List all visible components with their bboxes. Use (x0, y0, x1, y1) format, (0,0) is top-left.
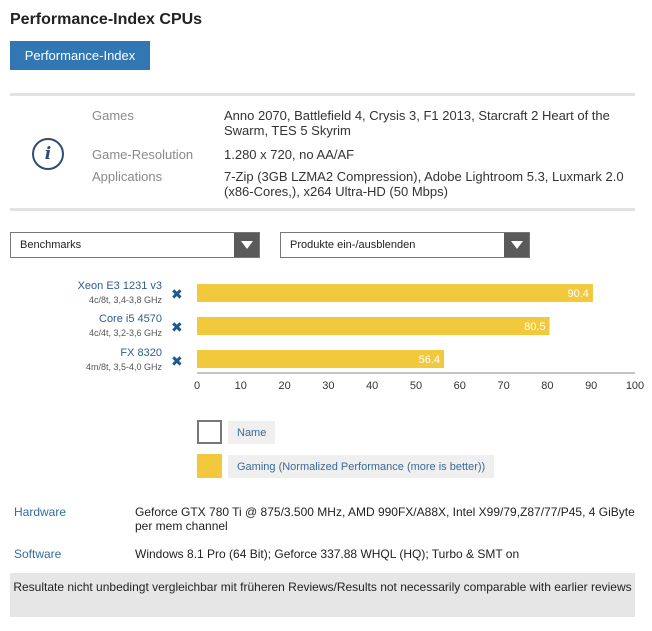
cpu-name-core-i5: Core i5 4570 (99, 313, 162, 325)
cpu-name-fx: FX 8320 (120, 347, 162, 359)
legend-swatch-gaming[interactable] (197, 454, 222, 478)
legend-label-gaming[interactable]: Gaming (Normalized Performance (more is … (228, 455, 495, 478)
x-tick-label-80: 80 (541, 380, 553, 392)
info-label-games: Games (92, 108, 134, 123)
page-title: Performance-Index CPUs (10, 11, 203, 28)
chevron-down-icon[interactable] (504, 233, 529, 257)
hardware-value: Geforce GTX 780 Ti @ 875/3.500 MHz, AMD … (135, 505, 635, 533)
bar-value-label-2: 56.4 (419, 354, 440, 366)
remove-fx-icon[interactable]: ✖ (171, 353, 183, 369)
x-tick-label-70: 70 (497, 380, 509, 392)
cpu-spec-fx: 4m/8t, 3,5-4,0 GHz (85, 362, 162, 372)
remove-xeon-icon[interactable]: ✖ (171, 286, 183, 302)
info-icon: i (32, 138, 64, 170)
cpu-spec-core-i5: 4c/4t, 3,2-3,6 GHz (88, 328, 162, 338)
software-value: Windows 8.1 Pro (64 Bit); Geforce 337.88… (135, 547, 520, 561)
bar-0 (197, 284, 593, 302)
bar-value-label-0: 90.4 (568, 288, 589, 300)
products-dropdown[interactable]: Produkte ein-/ausblenden (280, 232, 530, 258)
legend-swatch-name[interactable] (197, 420, 222, 444)
x-tick-label-100: 100 (626, 380, 644, 392)
cpu-spec-xeon: 4c/8t, 3,4-3,8 GHz (88, 295, 162, 305)
legend-label-name[interactable]: Name (228, 421, 276, 444)
info-value-games: Anno 2070, Battlefield 4, Crysis 3, F1 2… (224, 108, 610, 138)
remove-core-i5-icon[interactable]: ✖ (171, 319, 183, 335)
x-tick-label-10: 10 (235, 380, 247, 392)
bar-chart: 90.4 80.5 56.4 0 10 20 30 40 50 60 70 80 90 100 (194, 284, 644, 392)
chart-area: Xeon E3 1231 v3 4c/8t, 3,4-3,8 GHz Core … (0, 270, 652, 400)
benchmarks-dropdown[interactable]: Benchmarks (10, 232, 260, 258)
info-label-applications: Applications (92, 169, 163, 184)
x-tick-label-60: 60 (454, 380, 466, 392)
x-tick-label-0: 0 (194, 380, 200, 392)
performance-index-tab[interactable]: Performance-Index (10, 41, 150, 70)
bar-2 (197, 350, 445, 368)
info-value-resolution: 1.280 x 720, no AA/AF (224, 147, 355, 162)
x-tick-label-40: 40 (366, 380, 378, 392)
cpu-name-xeon: Xeon E3 1231 v3 (77, 280, 162, 292)
info-box: i Games Anno 2070, Battlefield 4, Crysis… (10, 93, 635, 211)
products-dropdown-label: Produkte ein-/ausblenden (290, 239, 416, 251)
x-tick-label-50: 50 (410, 380, 422, 392)
x-tick-label-30: 30 (322, 380, 334, 392)
x-tick-label-20: 20 (278, 380, 290, 392)
x-tick-label-90: 90 (585, 380, 597, 392)
info-label-resolution: Game-Resolution (92, 147, 194, 162)
bar-value-label-1: 80.5 (524, 321, 545, 333)
info-value-applications: 7-Zip (3GB LZMA2 Compression), Adobe Lig… (224, 169, 624, 199)
software-label: Software (14, 547, 62, 561)
footnote: Resultate nicht unbedingt vergleichbar m… (10, 573, 635, 617)
bar-1 (197, 317, 550, 335)
benchmarks-dropdown-label: Benchmarks (20, 239, 82, 251)
chevron-down-icon[interactable] (234, 233, 259, 257)
hardware-label: Hardware (14, 505, 67, 519)
